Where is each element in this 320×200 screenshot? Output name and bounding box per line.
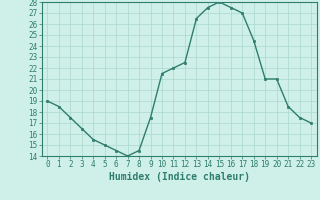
X-axis label: Humidex (Indice chaleur): Humidex (Indice chaleur) xyxy=(109,172,250,182)
